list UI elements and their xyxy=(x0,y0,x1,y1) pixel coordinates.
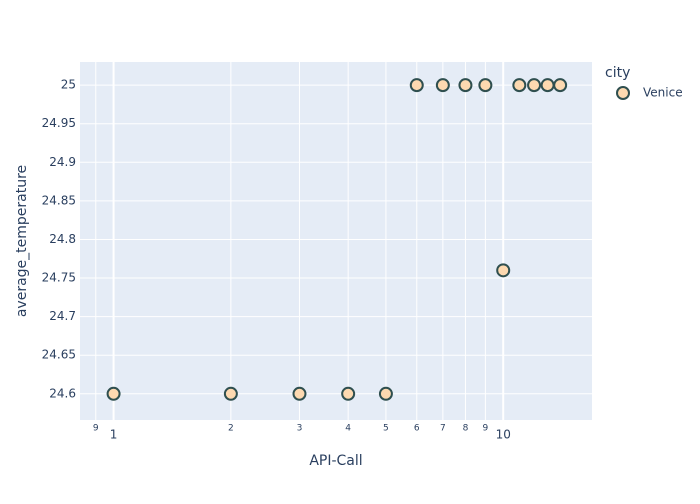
point xyxy=(527,78,542,93)
x-tick-label: 3 xyxy=(297,424,303,434)
point xyxy=(223,386,238,401)
x-tick-label: 10 xyxy=(496,428,511,442)
x-tick-label: 7 xyxy=(440,424,446,434)
y-tick-label: 24.8 xyxy=(49,232,76,246)
y-tick-label: 24.95 xyxy=(42,116,76,130)
x-tick-label: 9 xyxy=(93,424,99,434)
x-tick-label: 2 xyxy=(228,424,234,434)
point xyxy=(496,263,511,278)
y-tick-label: 24.75 xyxy=(42,271,76,285)
x-tick-label: 4 xyxy=(345,424,351,434)
y-tick-label: 24.9 xyxy=(49,155,76,169)
point xyxy=(435,78,450,93)
point xyxy=(478,78,493,93)
x-tick-label: 8 xyxy=(463,424,469,434)
legend-marker xyxy=(616,86,630,100)
y-axis-title: average_temperature xyxy=(14,165,30,317)
point xyxy=(106,386,121,401)
y-tick-label: 24.7 xyxy=(49,309,76,323)
plot-area xyxy=(80,62,592,420)
point xyxy=(458,78,473,93)
point xyxy=(540,78,555,93)
point xyxy=(553,78,568,93)
point xyxy=(341,386,356,401)
x-axis-title: API-Call xyxy=(309,453,362,469)
point xyxy=(409,78,424,93)
legend-label: Venice xyxy=(643,86,683,100)
x-tick-label: 9 xyxy=(483,424,489,434)
point xyxy=(512,78,527,93)
y-tick-label: 25 xyxy=(61,78,76,92)
point xyxy=(292,386,307,401)
y-tick-label: 24.6 xyxy=(49,386,76,400)
legend-title: city xyxy=(605,65,630,81)
x-tick-label: 6 xyxy=(414,424,420,434)
x-tick-label: 5 xyxy=(383,424,389,434)
x-tick-label: 1 xyxy=(110,428,118,442)
y-tick-label: 24.85 xyxy=(42,193,76,207)
point xyxy=(378,386,393,401)
y-tick-label: 24.65 xyxy=(42,348,76,362)
